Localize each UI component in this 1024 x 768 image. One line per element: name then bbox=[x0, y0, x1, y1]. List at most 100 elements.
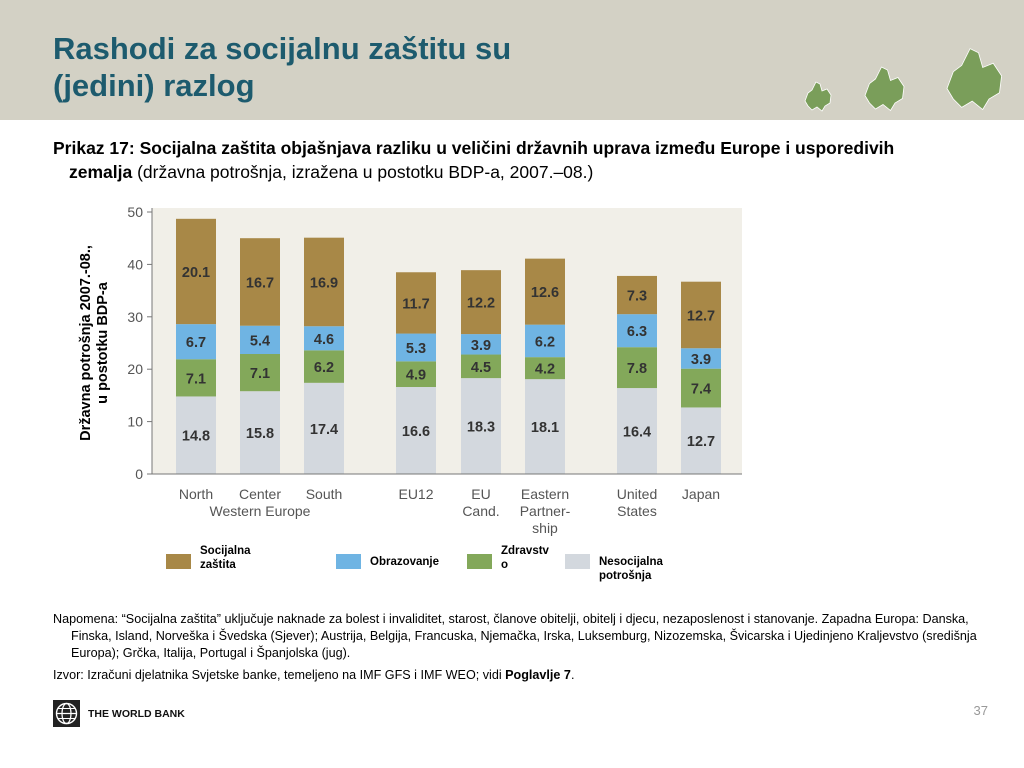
legend-label: Obrazovanje bbox=[370, 555, 439, 569]
data-label: 17.4 bbox=[310, 422, 338, 438]
bar-segment bbox=[525, 357, 565, 380]
bar-segment bbox=[240, 325, 280, 355]
europe-map-shape bbox=[946, 48, 1003, 111]
figure-caption: Prikaz 17: Socijalna zaštita objašnjava … bbox=[53, 136, 949, 184]
source-chapter-link: Poglavlje 7 bbox=[505, 668, 571, 682]
data-label: 16.6 bbox=[402, 424, 430, 440]
bar-segment bbox=[176, 324, 216, 360]
bar-segment bbox=[304, 350, 344, 383]
y-axis-label-line: u postotku BDP-a bbox=[95, 281, 111, 404]
figure-caption-bold: Prikaz 17: Socijalna zaštita objašnjava … bbox=[53, 138, 895, 182]
bar-segment bbox=[396, 272, 436, 334]
chart-source: Izvor: Izračuni djelatnika Svjetske bank… bbox=[53, 667, 988, 684]
y-axis-label: Državna potrošnja 2007.-08., u postotku B… bbox=[78, 245, 111, 441]
data-label: 18.1 bbox=[531, 420, 559, 436]
x-category-label: United bbox=[617, 486, 657, 502]
data-label: 4.2 bbox=[535, 362, 555, 378]
bar-segment bbox=[617, 388, 657, 474]
header-band bbox=[0, 0, 1024, 120]
page-number: 37 bbox=[973, 703, 988, 718]
x-category-label: Partner- bbox=[520, 503, 571, 519]
source-prefix: Izvor: Izračuni djelatnika Svjetske bank… bbox=[53, 668, 506, 682]
bar-segment bbox=[396, 333, 436, 362]
chart-note: Napomena: “Socijalna zaštita” uključuje … bbox=[53, 612, 977, 660]
data-label: 5.3 bbox=[406, 341, 426, 357]
bar-segment bbox=[617, 275, 657, 315]
data-label: 4.6 bbox=[314, 332, 334, 348]
legend-swatch bbox=[166, 554, 191, 569]
slide-title: Rashodi za socijalnu zaštitu su (jedini)… bbox=[53, 30, 693, 104]
bar-segment bbox=[396, 361, 436, 388]
data-label: 3.9 bbox=[471, 338, 491, 354]
data-label: 7.4 bbox=[691, 382, 711, 398]
x-category-label: EU12 bbox=[398, 486, 433, 502]
x-category-label: Japan bbox=[682, 486, 720, 502]
y-tick-label: 50 bbox=[127, 204, 143, 220]
data-label: 15.8 bbox=[246, 426, 274, 442]
data-label: 20.1 bbox=[182, 265, 210, 281]
data-label: 7.3 bbox=[627, 289, 647, 305]
bar-segment bbox=[240, 354, 280, 392]
bar-segment bbox=[681, 281, 721, 349]
europe-map-shape bbox=[804, 81, 832, 112]
data-label: 16.9 bbox=[310, 275, 338, 291]
data-label: 12.7 bbox=[687, 308, 715, 324]
data-label: 12.6 bbox=[531, 285, 559, 301]
data-label: 7.8 bbox=[627, 361, 647, 377]
world-bank-logo-text: THE WORLD BANK bbox=[88, 708, 185, 720]
data-label: 3.9 bbox=[691, 352, 711, 368]
bar-segment bbox=[240, 238, 280, 326]
data-label: 7.1 bbox=[250, 366, 270, 382]
bar-segment bbox=[461, 378, 501, 474]
data-label: 6.3 bbox=[627, 324, 647, 340]
x-category-label: Eastern bbox=[521, 486, 569, 502]
x-category-label: Center bbox=[239, 486, 281, 502]
legend-swatch bbox=[336, 554, 361, 569]
data-label: 6.7 bbox=[186, 335, 206, 351]
data-label: 12.7 bbox=[687, 434, 715, 450]
data-label: 5.4 bbox=[250, 333, 270, 349]
data-label: 14.8 bbox=[182, 429, 210, 445]
stacked-bar-chart: 0 10 20 30 40 50 Državna potrošnja 2007.-08., u… bbox=[78, 204, 742, 536]
data-label: 12.2 bbox=[467, 296, 495, 312]
bar-segment bbox=[176, 396, 216, 474]
x-category-label: EU bbox=[471, 486, 490, 502]
legend-label-line: Obrazovanje bbox=[370, 556, 440, 568]
bar-segment bbox=[681, 368, 721, 408]
bar-segment bbox=[617, 314, 657, 348]
figure-caption-normal: (državna potrošnja, izražena u postotku … bbox=[132, 162, 594, 182]
y-tick-label: 20 bbox=[127, 361, 143, 377]
y-tick-label: 40 bbox=[127, 256, 143, 272]
bar-segment bbox=[461, 354, 501, 379]
data-label: 7.1 bbox=[186, 371, 206, 387]
legend-swatch bbox=[467, 554, 492, 569]
bar-segment bbox=[304, 382, 344, 474]
bar-segment bbox=[681, 348, 721, 369]
bar-segment bbox=[461, 270, 501, 335]
europe-map-shape bbox=[864, 66, 905, 112]
data-label: 18.3 bbox=[467, 420, 495, 436]
bar-segment bbox=[461, 334, 501, 355]
x-category-label: North bbox=[179, 486, 213, 502]
europe-maps-decoration bbox=[804, 48, 1003, 112]
chart-area: 0 10 20 30 40 50 Državna potrošnja 2007.-08., u… bbox=[70, 198, 760, 543]
y-tick-label: 10 bbox=[127, 414, 143, 430]
data-label: 4.9 bbox=[406, 368, 426, 384]
data-label: 16.7 bbox=[246, 275, 274, 291]
bar-segment bbox=[176, 359, 216, 397]
bar-segment bbox=[304, 326, 344, 351]
slide-title-line-1: Rashodi za socijalnu zaštitu su bbox=[53, 31, 512, 66]
data-label: 4.5 bbox=[471, 360, 491, 376]
legend-label-line: Zdravstv bbox=[501, 545, 549, 557]
data-label: 6.2 bbox=[535, 334, 555, 350]
y-axis-label-line: Državna potrošnja 2007.-08., bbox=[78, 245, 94, 441]
bar-segment bbox=[525, 324, 565, 358]
x-category-label: South bbox=[306, 486, 343, 502]
bar-segment bbox=[396, 387, 436, 474]
x-category-label: States bbox=[617, 503, 657, 519]
source-suffix: . bbox=[570, 668, 575, 682]
data-label: 11.7 bbox=[402, 296, 429, 312]
bar-segment bbox=[176, 218, 216, 325]
data-label: 16.4 bbox=[623, 425, 651, 441]
world-bank-globe-icon bbox=[53, 700, 80, 727]
